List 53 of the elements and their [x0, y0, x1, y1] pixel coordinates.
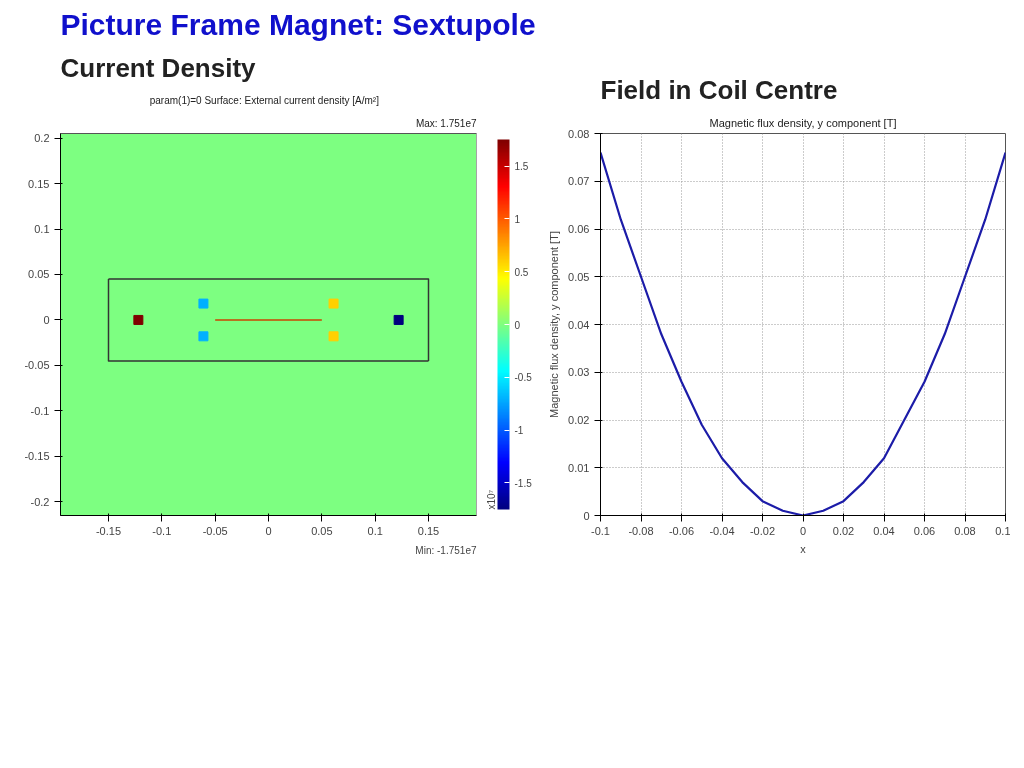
y-tick-label: 0 — [583, 509, 590, 522]
y-tick-label: 0.06 — [568, 223, 590, 235]
x-tick-label: -0.15 — [95, 524, 122, 537]
y-tick-label: 0.02 — [568, 414, 590, 426]
x-tick-label: -0.1 — [152, 524, 172, 537]
y-tick-label: 0 — [43, 313, 50, 326]
x-tick-label: -0.06 — [668, 524, 695, 537]
x-tick-label: 0.04 — [873, 524, 895, 537]
x-tick-label: 0.08 — [954, 524, 976, 537]
color-bar-label: 1 — [514, 213, 521, 225]
chart-title: Picture Frame Magnet: Sextupole — [60, 7, 536, 41]
y-tick-label: 0.1 — [34, 223, 50, 235]
chart-title: Field in Coil Centre — [600, 74, 838, 105]
y-tick-label: 0.08 — [568, 127, 590, 140]
x-axis-title: x — [800, 542, 807, 555]
y-tick-label: 0.04 — [568, 318, 590, 331]
y-axis-title: Magnetic flux density, y component [T] — [548, 231, 561, 418]
color-bar-label: -1.5 — [514, 477, 533, 489]
x-tick-label: 0.1 — [367, 524, 383, 537]
y-tick-label: -0.1 — [30, 404, 50, 417]
y-tick-label: 0.05 — [568, 270, 590, 283]
color-bar-label: 0 — [514, 319, 521, 331]
text: Max: 1.751e7 — [415, 117, 477, 129]
x-tick-label: -0.1 — [591, 524, 610, 537]
color-bar-title: x10⁷ — [485, 489, 497, 510]
color-bar-label: -1 — [514, 425, 524, 437]
color-bar-label: 0.5 — [514, 266, 529, 278]
x-tick-label: -0.05 — [202, 524, 228, 537]
y-tick-label: 0.15 — [28, 177, 50, 190]
x-tick-label: 0.15 — [417, 524, 440, 537]
y-tick-label: 0.05 — [28, 268, 50, 281]
y-tick-label: -0.15 — [24, 450, 50, 463]
x-tick-label: -0.02 — [749, 524, 776, 537]
color-bar-label: 1.5 — [514, 161, 529, 173]
x-tick-label: 0 — [799, 524, 807, 537]
text: Min: -1.751e7 — [415, 544, 477, 556]
text: param(1)=0 Surface: External current density [A/m²] — [149, 94, 380, 106]
y-tick-label: -0.2 — [30, 495, 50, 508]
color-bar-label: -0.5 — [514, 372, 533, 384]
x-tick-label: 0.05 — [311, 524, 333, 537]
x-tick-label: 0.02 — [832, 524, 855, 537]
x-tick-label: 0.06 — [913, 524, 936, 537]
y-tick-label: 0.03 — [568, 366, 590, 379]
x-tick-label: -0.08 — [628, 524, 654, 537]
x-tick-label: 0.1 — [995, 524, 1011, 537]
x-tick-label: -0.04 — [709, 524, 735, 537]
y-tick-label: 0.01 — [568, 461, 590, 474]
chart-subtitle: Magnetic flux density, y component [T] — [709, 116, 897, 129]
y-tick-label: -0.05 — [24, 359, 50, 372]
y-tick-label: 0.07 — [568, 175, 590, 188]
y-tick-label: 0.2 — [34, 132, 50, 145]
chart-subtitle: Current Density — [60, 52, 257, 83]
x-tick-label: 0 — [265, 524, 272, 537]
